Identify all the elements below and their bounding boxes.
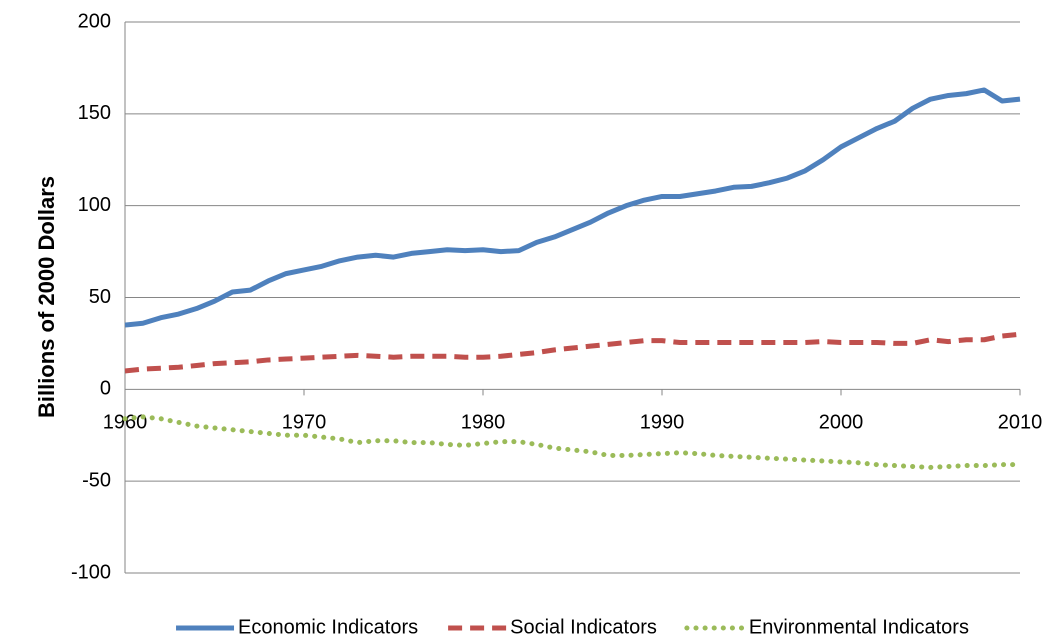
x-tick-label: 1970 [282,412,327,434]
y-tick-label: 200 [78,10,111,32]
series-line [124,87,1021,328]
y-tick-label: 150 [78,102,111,124]
legend-label: Economic Indicators [238,616,418,638]
x-tick-label: 1990 [640,412,685,434]
legend-label: Social Indicators [510,616,657,638]
y-tick-label: -50 [82,469,111,491]
series-line [122,414,1023,470]
y-tick-label: 50 [89,286,111,308]
x-tick-label: 2000 [819,412,864,434]
series-line [124,331,1021,374]
x-tick-label: 2010 [998,412,1043,434]
y-axis-label: Billions of 2000 Dollars [34,176,59,418]
legend-label: Environmental Indicators [749,616,969,638]
legend: Economic Indicators Social Indicators Envi… [176,616,969,638]
y-tick-label: -100 [71,561,111,583]
x-tick-label: 1960 [103,412,148,434]
x-tick-label: 1980 [461,412,506,434]
y-tick-label: 100 [78,194,111,216]
y-tick-label: 0 [100,378,111,400]
